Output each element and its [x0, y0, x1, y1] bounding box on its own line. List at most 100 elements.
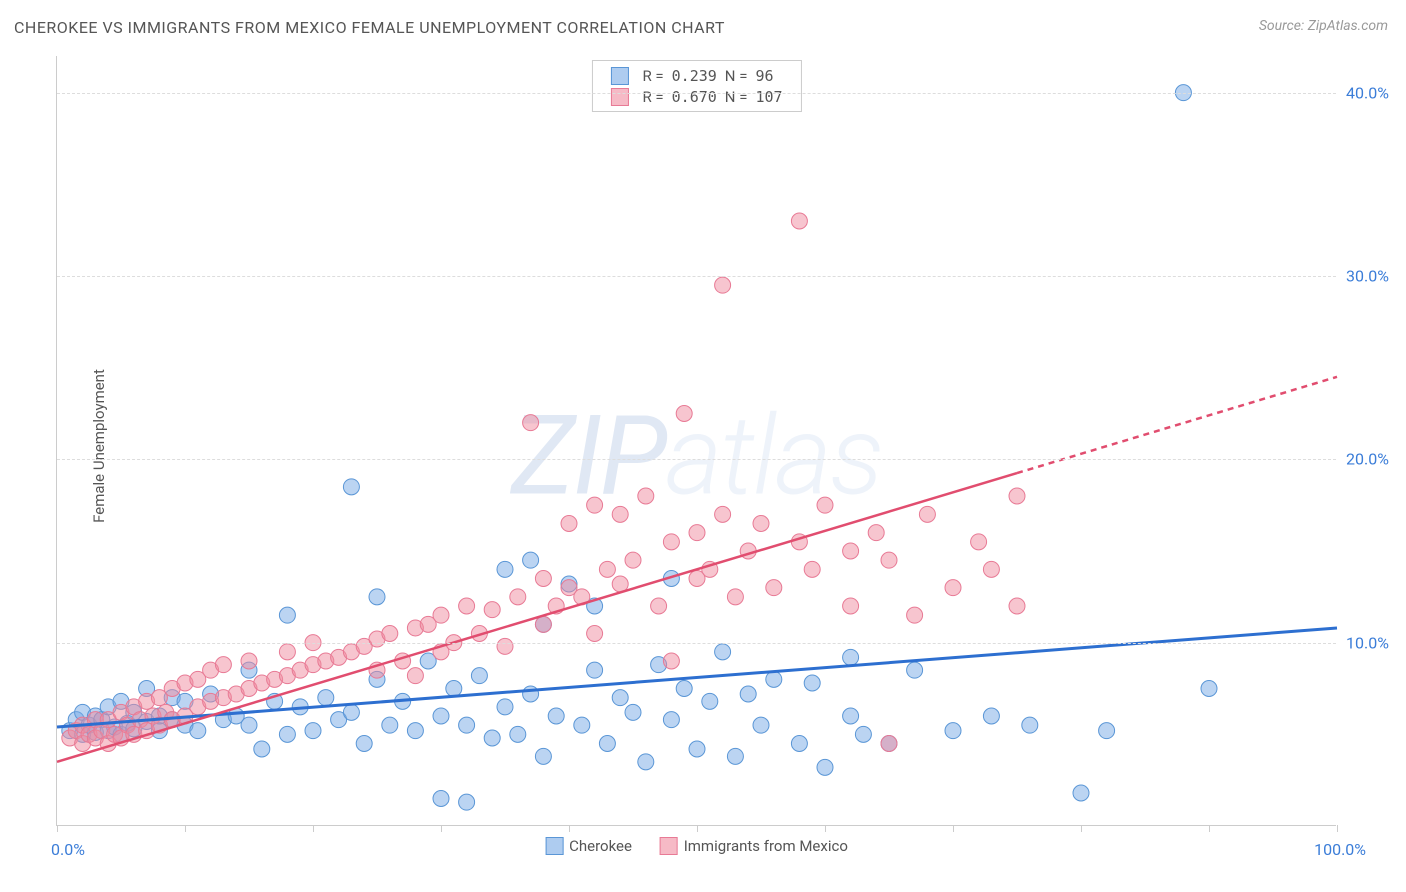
- data-point: [599, 736, 615, 752]
- data-point: [907, 607, 923, 623]
- plot-area: ZIPatlas R = 0.239 N = 96 R = 0.670 N = …: [56, 56, 1336, 826]
- data-point: [510, 726, 526, 742]
- x-tick: [185, 825, 186, 832]
- data-point: [279, 607, 295, 623]
- x-tick: [1337, 825, 1338, 832]
- data-point: [356, 736, 372, 752]
- data-point: [459, 717, 475, 733]
- data-point: [715, 277, 731, 293]
- data-point: [804, 561, 820, 577]
- legend-row-mexico: R = 0.670 N = 107: [606, 86, 786, 107]
- data-point: [305, 723, 321, 739]
- data-point: [484, 602, 500, 618]
- scatter-svg: [57, 56, 1336, 825]
- data-point: [1022, 717, 1038, 733]
- data-point: [945, 723, 961, 739]
- data-point: [612, 506, 628, 522]
- data-point: [497, 638, 513, 654]
- data-point: [1009, 598, 1025, 614]
- y-tick-label: 20.0%: [1346, 450, 1406, 469]
- data-point: [497, 561, 513, 577]
- data-point: [407, 668, 423, 684]
- data-point: [791, 736, 807, 752]
- legend-item-mexico: Immigrants from Mexico: [660, 837, 848, 855]
- x-tick: [825, 825, 826, 832]
- data-point: [1073, 785, 1089, 801]
- data-point: [433, 607, 449, 623]
- mexico-swatch-icon: [660, 837, 678, 855]
- chart-title: CHEROKEE VS IMMIGRANTS FROM MEXICO FEMAL…: [14, 18, 725, 37]
- x-tick: [697, 825, 698, 832]
- legend-row-cherokee: R = 0.239 N = 96: [606, 65, 786, 86]
- data-point: [855, 726, 871, 742]
- data-point: [587, 662, 603, 678]
- y-tick-label: 10.0%: [1346, 633, 1406, 652]
- y-tick-label: 30.0%: [1346, 267, 1406, 286]
- data-point: [1099, 723, 1115, 739]
- data-point: [510, 589, 526, 605]
- data-point: [599, 561, 615, 577]
- data-point: [535, 616, 551, 632]
- data-point: [279, 726, 295, 742]
- data-point: [663, 712, 679, 728]
- data-point: [715, 644, 731, 660]
- data-point: [254, 741, 270, 757]
- gridline: [57, 459, 1336, 460]
- data-point: [241, 717, 257, 733]
- mexico-swatch: [610, 88, 628, 106]
- source-attribution: Source: ZipAtlas.com: [1259, 18, 1388, 34]
- correlation-legend: R = 0.239 N = 96 R = 0.670 N = 107: [591, 60, 801, 112]
- data-point: [843, 649, 859, 665]
- cherokee-swatch: [610, 67, 628, 85]
- data-point: [625, 552, 641, 568]
- data-point: [945, 580, 961, 596]
- x-tick: [953, 825, 954, 832]
- data-point: [843, 598, 859, 614]
- data-point: [459, 794, 475, 810]
- data-point: [587, 497, 603, 513]
- data-point: [766, 671, 782, 687]
- data-point: [497, 699, 513, 715]
- data-point: [433, 708, 449, 724]
- data-point: [523, 552, 539, 568]
- data-point: [983, 708, 999, 724]
- data-point: [382, 626, 398, 642]
- gridline: [57, 93, 1336, 94]
- cherokee-legend-label: Cherokee: [569, 837, 632, 855]
- data-point: [343, 704, 359, 720]
- regression-line: [57, 473, 1017, 762]
- data-point: [548, 708, 564, 724]
- data-point: [907, 662, 923, 678]
- data-point: [663, 653, 679, 669]
- data-point: [817, 497, 833, 513]
- data-point: [766, 580, 782, 596]
- x-tick: [313, 825, 314, 832]
- data-point: [638, 488, 654, 504]
- data-point: [843, 543, 859, 559]
- data-point: [535, 748, 551, 764]
- gridline: [57, 643, 1336, 644]
- data-point: [868, 525, 884, 541]
- data-point: [689, 741, 705, 757]
- x-tick: [1081, 825, 1082, 832]
- data-point: [1201, 681, 1217, 697]
- series-legend: Cherokee Immigrants from Mexico: [533, 837, 860, 859]
- data-point: [971, 534, 987, 550]
- data-point: [881, 736, 897, 752]
- x-axis-max-label: 100.0%: [1314, 840, 1366, 859]
- data-point: [433, 791, 449, 807]
- data-point: [523, 415, 539, 431]
- data-point: [215, 657, 231, 673]
- data-point: [983, 561, 999, 577]
- data-point: [817, 759, 833, 775]
- cherokee-swatch-icon: [545, 837, 563, 855]
- data-point: [587, 626, 603, 642]
- data-point: [791, 213, 807, 229]
- data-point: [484, 730, 500, 746]
- data-point: [753, 717, 769, 733]
- data-point: [279, 644, 295, 660]
- data-point: [727, 589, 743, 605]
- data-point: [343, 479, 359, 495]
- data-point: [535, 571, 551, 587]
- data-point: [574, 717, 590, 733]
